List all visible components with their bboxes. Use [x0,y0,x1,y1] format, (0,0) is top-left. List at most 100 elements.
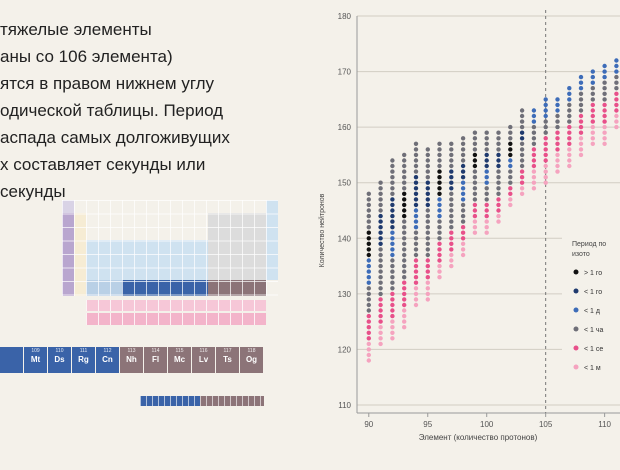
isotope-point [590,130,595,135]
isotope-point [449,147,454,152]
isotope-point [484,230,489,235]
intro-line: аны со 106 элемента) [0,47,173,66]
isotope-point [425,236,430,241]
x-tick-label: 90 [364,420,373,429]
isotope-point [390,241,395,246]
isotope-point [449,180,454,185]
isotope-point [472,202,478,208]
isotope-point [378,325,383,330]
isotope-point [472,147,478,152]
isotope-point [402,302,407,308]
legend-item-label: < 1 м [584,365,601,372]
table-gridlines [62,200,278,296]
isotope-point [508,163,513,169]
isotope-point [508,202,513,208]
isotope-point [437,247,442,252]
y-tick-label: 140 [338,234,352,243]
isotope-point [496,141,501,146]
isotope-point [437,213,442,219]
isotope-point [578,136,584,141]
legend-item-label: > 1 го [584,270,602,277]
isotope-point [390,202,395,208]
isotope-point [425,152,430,158]
isotope-point [519,175,525,180]
isotope-point [402,241,407,246]
isotope-point [460,191,466,196]
element-number: 111 [79,348,88,354]
isotope-point [378,202,383,208]
isotope-point [531,147,537,152]
element-symbol: Mc [173,355,186,364]
isotope-point [567,124,572,130]
isotope-point [614,74,619,80]
isotope-point [578,80,584,85]
isotope-point [425,186,430,191]
isotope-point [402,325,407,330]
isotope-point [578,147,584,152]
isotope-point [378,336,383,341]
isotope-point [390,169,395,174]
isotope-point [578,86,584,91]
element-cell: 111 Rg [72,347,95,373]
isotope-point [378,269,383,274]
isotope-point [413,241,419,246]
isotope-point [472,219,478,224]
isotope-point [437,180,442,185]
isotope-point [366,325,371,330]
isotope-point [425,208,430,213]
isotope-point [602,141,607,146]
isotope-point [531,136,537,141]
isotope-point [508,141,513,146]
isotope-point [590,119,595,124]
element-symbol: Rg [78,355,89,364]
isotope-point [543,158,548,163]
isotope-point [366,358,371,363]
isotope-point [519,124,525,130]
isotope-point [508,130,513,135]
isotope-point [437,252,442,258]
isotope-point [366,302,371,308]
isotope-point [519,169,525,174]
isotope-point [449,236,454,241]
isotope-point [460,136,466,141]
isotope-point [614,97,619,102]
isotope-point [484,147,489,152]
isotope-point [413,247,419,252]
element-number: 116 [199,348,208,354]
legend-swatch [573,288,579,294]
isotope-point [413,230,419,235]
isotope-point [402,219,407,224]
isotope-point [366,247,371,252]
isotope-point [519,158,525,163]
isotope-point [590,97,595,102]
isotope-point [614,80,619,85]
isotope-point [366,313,371,319]
isotope-point [390,175,395,180]
isotope-point [390,213,395,219]
isotope-point [567,130,572,135]
isotope-point [378,225,383,230]
isotope-point [496,163,501,169]
isotope-point [390,291,395,297]
isotope-point [413,152,419,158]
isotope-point [390,280,395,285]
isotope-point [413,302,419,308]
isotope-point [402,213,407,219]
isotope-point [425,180,430,185]
isotope-point [567,102,572,108]
isotope-point [413,269,419,274]
isotope-point [366,208,371,213]
isotope-point [366,291,371,297]
isotope-point [590,141,595,146]
legend-background [562,236,620,376]
isotope-point [402,191,407,196]
element-cell: 115 Mc [168,347,191,373]
isotope-point [402,275,407,280]
isotope-point [425,219,430,224]
element-cell: 116 Lv [192,347,215,373]
legend-swatch [573,269,579,275]
intro-line: ятся в правом нижнем углу [0,74,215,93]
isotope-point [508,180,513,185]
isotope-point [484,197,489,202]
isotope-point [460,247,466,252]
